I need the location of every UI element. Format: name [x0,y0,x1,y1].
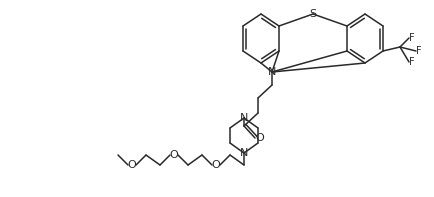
Text: S: S [309,9,316,19]
Text: N: N [239,148,248,158]
Text: F: F [408,33,414,43]
Text: F: F [415,46,421,56]
Text: F: F [408,57,414,67]
Text: O: O [255,133,264,143]
Text: N: N [267,67,276,77]
Text: N: N [239,113,248,123]
Text: O: O [211,160,220,170]
Text: O: O [127,160,136,170]
Text: O: O [169,150,178,160]
